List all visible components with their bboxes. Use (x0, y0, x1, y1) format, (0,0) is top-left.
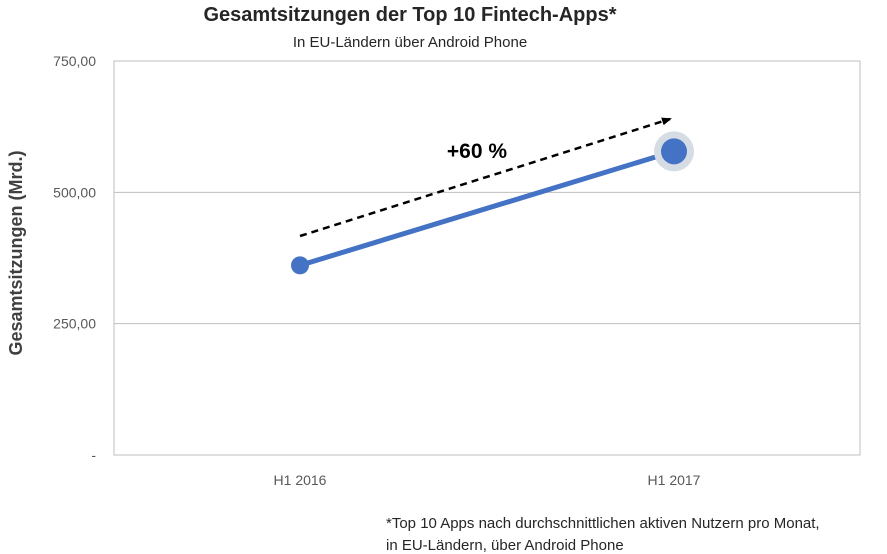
data-point (661, 138, 687, 165)
chart-title: Gesamtsitzungen der Top 10 Fintech-Apps* (203, 4, 616, 26)
chart-subtitle: In EU-Ländern über Android Phone (293, 34, 527, 51)
y-axis-label: Gesamtsitzungen (Mrd.) (6, 150, 26, 355)
x-axis-ticks: H1 2016 H1 2017 (274, 472, 701, 488)
y-tick-label: 500,00 (53, 184, 96, 200)
y-tick-label: 250,00 (53, 316, 96, 332)
series-line (297, 148, 677, 268)
x-tick-label: H1 2017 (648, 472, 701, 488)
y-axis-ticks: - 250,00 500,00 750,00 (53, 53, 96, 463)
gridlines (114, 60, 860, 456)
growth-annotation: +60 % (447, 140, 507, 163)
y-tick-label: 750,00 (53, 53, 96, 69)
plot-area-border (113, 60, 861, 456)
footnote-line-1: *Top 10 Apps nach durchschnittlichen akt… (386, 515, 820, 532)
data-series (291, 131, 694, 275)
trend-arrow (299, 117, 672, 238)
x-tick-label: H1 2016 (274, 472, 327, 488)
data-point (291, 256, 309, 275)
y-tick-label: - (91, 447, 96, 463)
footnote-line-2: in EU-Ländern, über Android Phone (386, 537, 624, 554)
